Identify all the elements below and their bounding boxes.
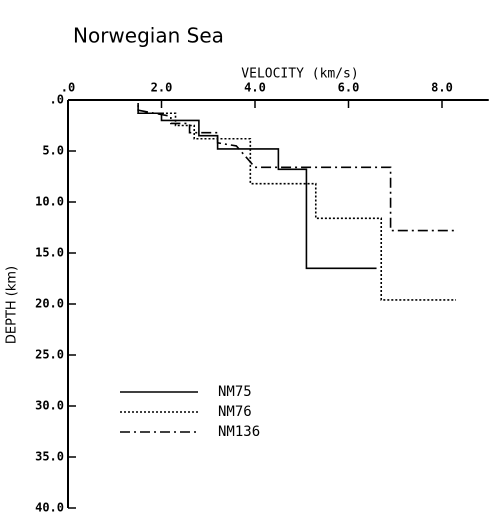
legend-label: NM76 — [218, 404, 252, 420]
y-axis-label: DEPTH (km) — [5, 266, 20, 344]
series-line — [137, 105, 457, 301]
series-line — [137, 103, 377, 270]
y-tick-label: 20.0 — [35, 297, 64, 311]
y-tick-label: .0 — [50, 93, 64, 107]
x-tick-label: 2.0 — [151, 81, 173, 95]
y-tick-label: 25.0 — [35, 348, 64, 362]
series-line — [137, 109, 457, 232]
x-axis-label: VELOCITY (km/s) — [241, 67, 358, 82]
y-tick-label: 15.0 — [35, 246, 64, 260]
y-tick-label: 10.0 — [35, 195, 64, 209]
x-tick-label: 4.0 — [244, 81, 266, 95]
chart-title: Norwegian Sea — [73, 24, 224, 48]
legend-label: NM136 — [218, 424, 260, 440]
y-tick-label: 35.0 — [35, 450, 64, 464]
x-tick-label: .0 — [61, 81, 75, 95]
y-tick-label: 30.0 — [35, 399, 64, 413]
legend-label: NM75 — [218, 384, 252, 400]
x-tick-label: 8.0 — [431, 81, 453, 95]
y-tick-label: 40.0 — [35, 501, 64, 512]
x-tick-label: 6.0 — [338, 81, 360, 95]
y-tick-label: 5.0 — [42, 144, 64, 158]
